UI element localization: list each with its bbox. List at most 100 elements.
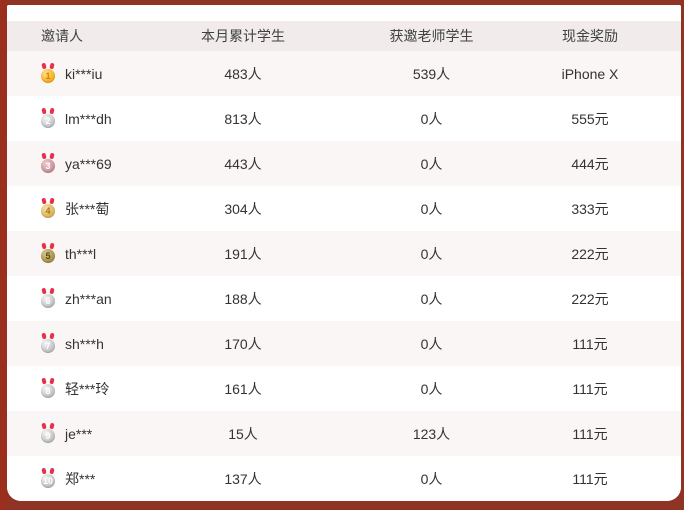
monthly-students-value: 191人 [224, 245, 262, 262]
inviter-name: 轻***玲 [65, 380, 110, 397]
rank-number: 1 [41, 69, 55, 83]
teacher-students-value: 0人 [420, 245, 443, 262]
teacher-students-value: 539人 [412, 65, 451, 82]
leaderboard-table: 邀请人 本月累计学生 获邀老师学生 现金奖励 1 ki***iu 483人 53… [7, 21, 681, 501]
inviter-cell: 7 sh***h [7, 321, 157, 366]
rank-number: 9 [41, 429, 55, 443]
teacher-students-value: 0人 [420, 380, 443, 397]
inviter-name: je*** [65, 425, 93, 442]
inviter-name: lm***dh [65, 110, 112, 127]
inviter-name: 郑*** [65, 470, 96, 487]
rank-number: 5 [41, 249, 55, 263]
teacher-students-value: 123人 [412, 425, 451, 442]
cash-reward-value: 222元 [571, 245, 609, 262]
inviter-name: th***l [65, 245, 97, 262]
rank-medal-icon: 5 [40, 243, 56, 264]
monthly-students-value: 443人 [224, 155, 262, 172]
cash-reward-value: 444元 [571, 155, 609, 172]
table-row: 1 ki***iu 483人 539人 iPhone X [7, 51, 681, 96]
rank-number: 7 [41, 339, 55, 353]
leaderboard-panel: 邀请人 本月累计学生 获邀老师学生 现金奖励 1 ki***iu 483人 53… [7, 5, 681, 501]
rank-number: 10 [41, 474, 55, 488]
rank-medal-icon: 4 [40, 198, 56, 219]
cash-reward-value: 222元 [571, 290, 609, 307]
table-row: 4 张***萄 304人 0人 333元 [7, 186, 681, 231]
teacher-students-value: 0人 [420, 290, 443, 307]
inviter-name: 张***萄 [65, 200, 110, 217]
teacher-students-value: 0人 [420, 110, 443, 127]
cash-reward-value: 111元 [572, 470, 608, 487]
rank-number: 8 [41, 384, 55, 398]
inviter-name: ya***69 [65, 155, 112, 172]
rank-medal-icon: 10 [40, 468, 56, 489]
inviter-wrap: 7 sh***h [7, 333, 157, 354]
teacher-students-value: 0人 [420, 155, 443, 172]
teacher-students-value: 0人 [420, 200, 443, 217]
monthly-students-value: 304人 [224, 200, 262, 217]
inviter-wrap: 2 lm***dh [7, 108, 157, 129]
cash-reward-value: 111元 [572, 335, 608, 352]
cash-reward-value: 333元 [571, 200, 609, 217]
page-frame-left-border [0, 0, 7, 510]
table-row: 6 zh***an 188人 0人 222元 [7, 276, 681, 321]
table-row: 10 郑*** 137人 0人 111元 [7, 456, 681, 501]
monthly-students-value: 483人 [224, 65, 262, 82]
inviter-name: zh***an [65, 290, 112, 307]
teacher-students-value: 0人 [420, 335, 443, 352]
rank-medal-icon: 6 [40, 288, 56, 309]
header-row: 邀请人 本月累计学生 获邀老师学生 现金奖励 [7, 21, 681, 51]
rank-number: 4 [41, 204, 55, 218]
table-row: 8 轻***玲 161人 0人 111元 [7, 366, 681, 411]
column-header-inviter: 邀请人 [41, 28, 83, 44]
inviter-cell: 9 je*** [7, 411, 157, 456]
monthly-students-value: 161人 [224, 380, 262, 397]
rank-medal-icon: 2 [40, 108, 56, 129]
table-row: 2 lm***dh 813人 0人 555元 [7, 96, 681, 141]
monthly-students-value: 813人 [224, 110, 262, 127]
rank-medal-icon: 8 [40, 378, 56, 399]
leaderboard-body: 1 ki***iu 483人 539人 iPhone X 2 lm***dh 8… [7, 51, 681, 501]
inviter-name: sh***h [65, 335, 104, 352]
panel-top-spacer [7, 5, 681, 21]
column-header-monthly-students: 本月累计学生 [201, 28, 285, 44]
rank-number: 2 [41, 114, 55, 128]
inviter-wrap: 9 je*** [7, 423, 157, 444]
teacher-students-value: 0人 [420, 470, 443, 487]
rank-medal-icon: 1 [40, 63, 56, 84]
inviter-wrap: 4 张***萄 [7, 198, 157, 219]
inviter-name: ki***iu [65, 65, 103, 82]
monthly-students-value: 137人 [224, 470, 262, 487]
inviter-wrap: 10 郑*** [7, 468, 157, 489]
column-header-teacher-students: 获邀老师学生 [389, 28, 474, 44]
inviter-wrap: 1 ki***iu [7, 63, 157, 84]
inviter-cell: 2 lm***dh [7, 96, 157, 141]
table-row: 5 th***l 191人 0人 222元 [7, 231, 681, 276]
cash-reward-value: iPhone X [561, 65, 619, 82]
inviter-cell: 8 轻***玲 [7, 366, 157, 411]
inviter-wrap: 8 轻***玲 [7, 378, 157, 399]
inviter-cell: 5 th***l [7, 231, 157, 276]
monthly-students-value: 188人 [224, 290, 262, 307]
monthly-students-value: 15人 [228, 425, 258, 442]
cash-reward-value: 111元 [572, 425, 608, 442]
inviter-wrap: 6 zh***an [7, 288, 157, 309]
table-row: 9 je*** 15人 123人 111元 [7, 411, 681, 456]
inviter-cell: 4 张***萄 [7, 186, 157, 231]
leaderboard-header: 邀请人 本月累计学生 获邀老师学生 现金奖励 [7, 21, 681, 51]
table-row: 7 sh***h 170人 0人 111元 [7, 321, 681, 366]
inviter-cell: 3 ya***69 [7, 141, 157, 186]
rank-number: 3 [41, 159, 55, 173]
cash-reward-value: 555元 [571, 110, 609, 127]
inviter-cell: 1 ki***iu [7, 51, 157, 96]
rank-medal-icon: 7 [40, 333, 56, 354]
inviter-cell: 10 郑*** [7, 456, 157, 501]
rank-number: 6 [41, 294, 55, 308]
table-row: 3 ya***69 443人 0人 444元 [7, 141, 681, 186]
inviter-wrap: 3 ya***69 [7, 153, 157, 174]
inviter-wrap: 5 th***l [7, 243, 157, 264]
cash-reward-value: 111元 [572, 380, 608, 397]
rank-medal-icon: 9 [40, 423, 56, 444]
column-header-cash-reward: 现金奖励 [562, 28, 618, 44]
rank-medal-icon: 3 [40, 153, 56, 174]
